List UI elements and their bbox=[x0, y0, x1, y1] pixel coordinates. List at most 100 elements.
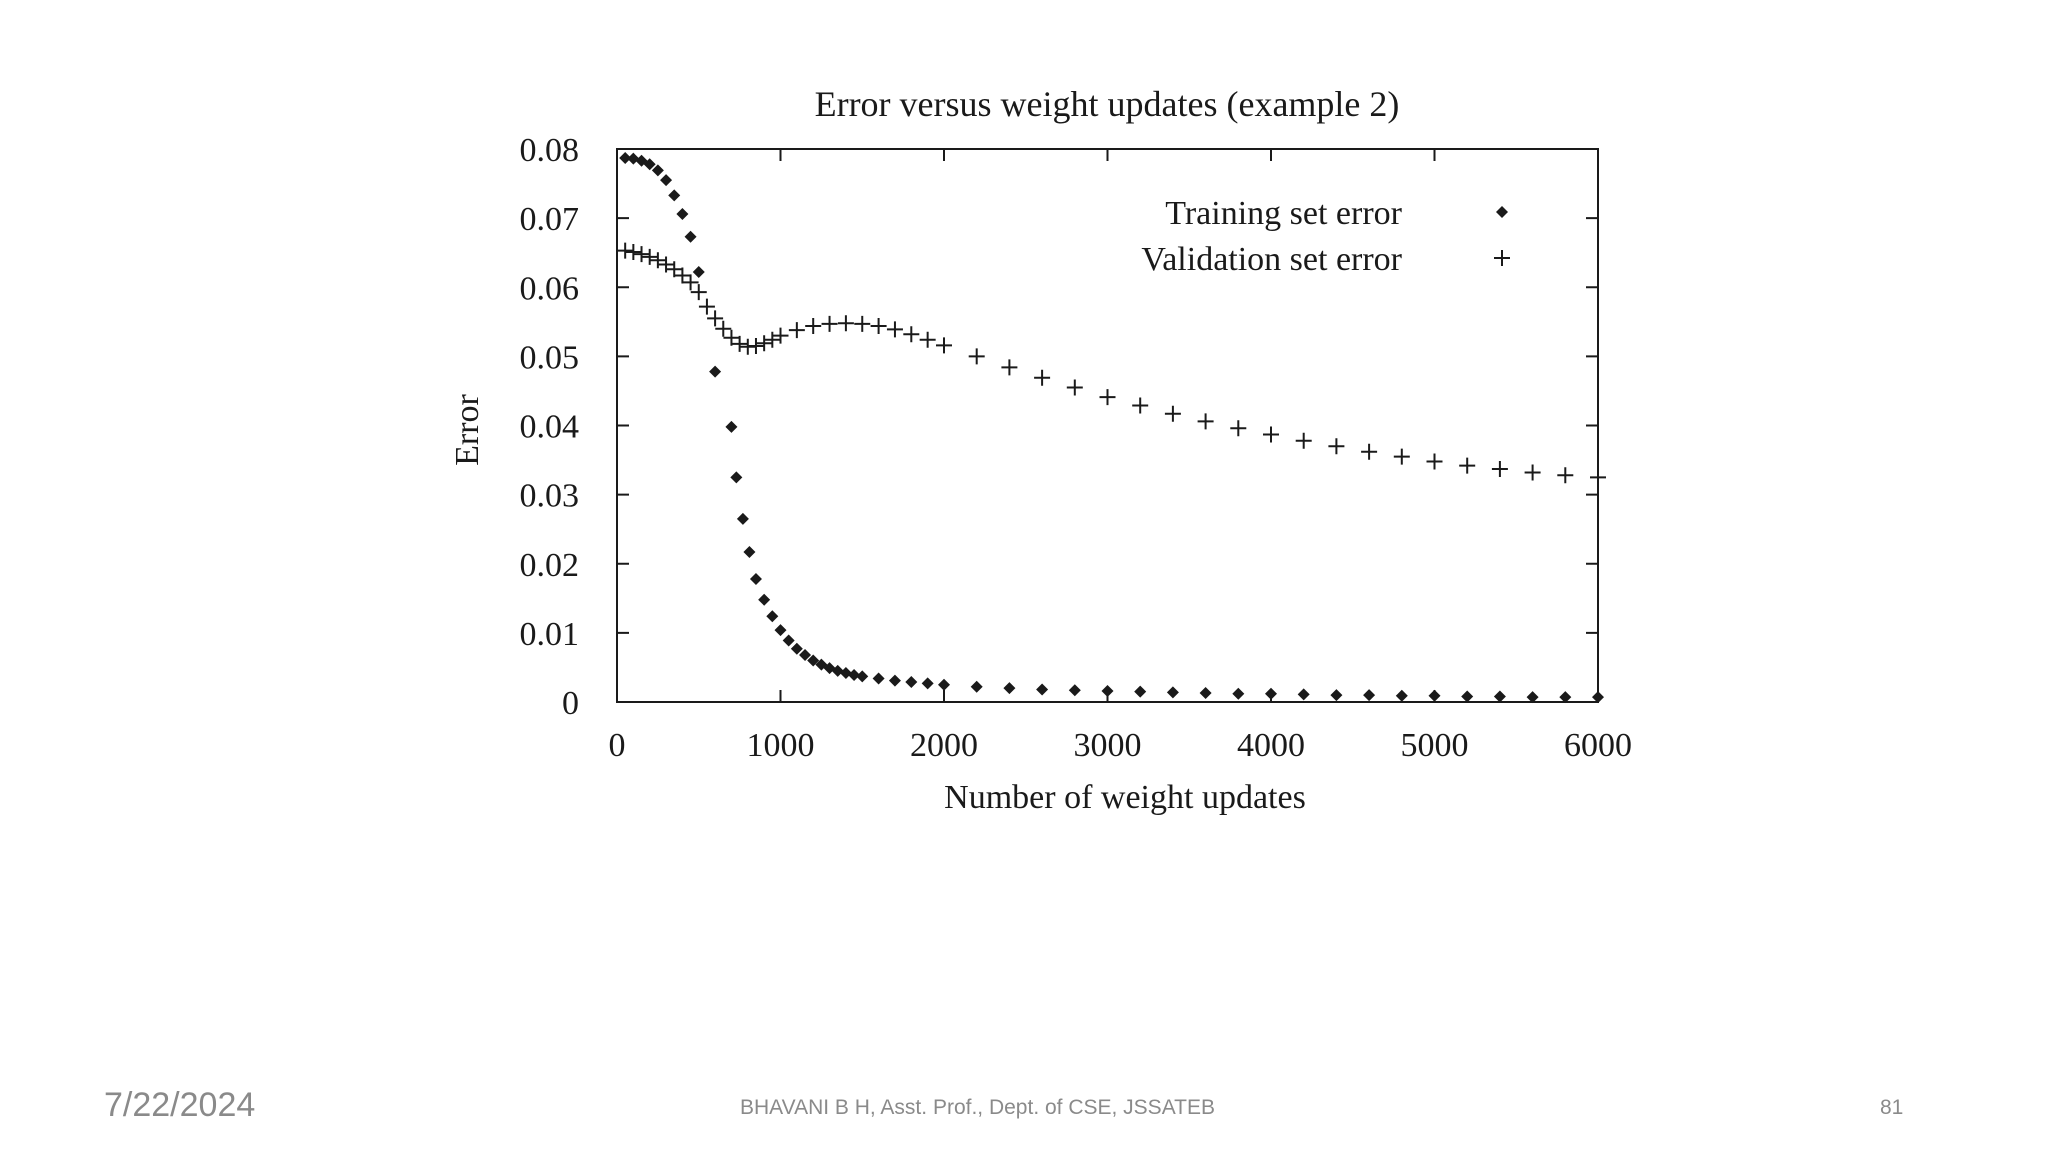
validation-error-point bbox=[715, 320, 732, 337]
training-error-point bbox=[1363, 689, 1376, 702]
training-error-point bbox=[872, 672, 885, 685]
training-error-point bbox=[627, 152, 640, 165]
training-error-point bbox=[619, 151, 632, 164]
training-error-point bbox=[905, 675, 918, 688]
validation-error-point bbox=[821, 315, 838, 332]
legend-marker-diamond bbox=[1496, 206, 1508, 218]
y-axis-label: Error bbox=[449, 393, 486, 465]
plot-frame bbox=[616, 148, 1599, 703]
validation-error-point bbox=[747, 338, 764, 355]
legend-label: Training set error bbox=[1165, 195, 1402, 232]
y-tick-label: 0 bbox=[562, 685, 579, 722]
training-error-point bbox=[888, 674, 901, 687]
validation-error-point bbox=[1328, 438, 1345, 455]
x-tick-label: 2000 bbox=[910, 727, 978, 764]
training-error-point bbox=[1297, 688, 1310, 701]
training-error-point bbox=[709, 365, 722, 378]
x-tick-label: 5000 bbox=[1401, 727, 1469, 764]
validation-error-point bbox=[788, 322, 805, 339]
x-tick-label: 1000 bbox=[747, 727, 815, 764]
validation-error-point bbox=[756, 335, 773, 352]
validation-error-point bbox=[968, 348, 985, 365]
training-error-point bbox=[1265, 687, 1277, 700]
training-error-point bbox=[1526, 691, 1539, 704]
validation-error-point bbox=[1034, 369, 1051, 386]
validation-error-point bbox=[1230, 420, 1247, 437]
training-error-point bbox=[1592, 691, 1604, 704]
chart-title: Error versus weight updates (example 2) bbox=[815, 84, 1400, 124]
training-error-point bbox=[1036, 683, 1049, 696]
validation-error-point bbox=[649, 252, 666, 269]
validation-error-point bbox=[1524, 464, 1541, 481]
validation-error-point bbox=[698, 298, 715, 315]
training-error-point bbox=[651, 164, 664, 177]
validation-error-point bbox=[1361, 443, 1378, 460]
training-error-point bbox=[1461, 690, 1474, 703]
training-error-point bbox=[684, 230, 697, 243]
training-error-point bbox=[1330, 689, 1343, 702]
y-tick-label: 0.03 bbox=[520, 478, 580, 515]
footer-page-number: 81 bbox=[1880, 1096, 1904, 1119]
x-tick-label: 0 bbox=[609, 727, 626, 764]
training-error-point bbox=[1003, 682, 1016, 695]
legend-marker-plus bbox=[1494, 250, 1510, 266]
validation-error-point bbox=[707, 310, 724, 327]
validation-error-point bbox=[764, 331, 781, 348]
validation-error-point bbox=[1557, 467, 1574, 484]
validation-error-point bbox=[1197, 413, 1214, 430]
legend: Training set error Validation set error bbox=[1141, 195, 1510, 278]
validation-error-point bbox=[625, 243, 642, 260]
training-error-point bbox=[1134, 685, 1147, 698]
validation-error-point bbox=[1099, 389, 1116, 406]
training-error-point bbox=[799, 648, 812, 661]
training-error-point bbox=[790, 642, 803, 655]
training-error-point bbox=[1068, 684, 1081, 697]
training-error-point bbox=[766, 610, 779, 623]
validation-error-point bbox=[1491, 461, 1508, 478]
training-error-point bbox=[1395, 689, 1408, 702]
training-error-point bbox=[1199, 687, 1212, 700]
y-tick-label: 0.04 bbox=[520, 409, 580, 446]
validation-error-point bbox=[658, 256, 675, 273]
validation-error-point bbox=[837, 315, 854, 332]
y-tick-label: 0.05 bbox=[520, 339, 580, 376]
validation-error-point bbox=[617, 242, 634, 259]
axes-layer: 0 1000 2000 3000 4000 5000 6000 0 0.01 0.02 0.03 0.… bbox=[520, 132, 1633, 764]
validation-error-point bbox=[1295, 432, 1312, 449]
training-error-point bbox=[856, 670, 869, 683]
training-error-point bbox=[660, 174, 673, 187]
training-error-point bbox=[1493, 690, 1506, 703]
validation-error-point bbox=[805, 317, 822, 334]
y-tick-label: 0.06 bbox=[520, 270, 580, 307]
validation-error-point bbox=[1164, 405, 1181, 422]
validation-error-point bbox=[903, 326, 920, 343]
validation-error-point bbox=[1426, 453, 1443, 470]
training-error-point bbox=[725, 420, 738, 433]
validation-error-point bbox=[1001, 359, 1018, 376]
y-tick-label: 0.01 bbox=[520, 616, 580, 653]
validation-error-point bbox=[1263, 426, 1279, 443]
validation-error-point bbox=[723, 329, 740, 346]
validation-error-point bbox=[1590, 469, 1606, 486]
training-error-point bbox=[970, 680, 983, 693]
y-tick-label: 0.02 bbox=[520, 547, 580, 584]
validation-error-point bbox=[690, 284, 707, 301]
training-error-point bbox=[807, 654, 820, 667]
training-error-point bbox=[1232, 687, 1245, 700]
training-error-point bbox=[1101, 684, 1114, 697]
training-error-point bbox=[782, 634, 795, 647]
training-error-point bbox=[831, 664, 844, 677]
footer-author: BHAVANI B H, Asst. Prof., Dept. of CSE, … bbox=[740, 1096, 1215, 1119]
validation-error-point bbox=[1393, 448, 1410, 465]
training-error-point bbox=[736, 512, 749, 525]
validation-error-point bbox=[641, 248, 658, 265]
validation-error-point bbox=[666, 261, 683, 278]
training-error-point bbox=[1428, 689, 1441, 702]
validation-error-point bbox=[854, 315, 871, 332]
x-tick-label: 4000 bbox=[1237, 727, 1305, 764]
validation-error-point bbox=[936, 337, 952, 354]
x-axis-label: Number of weight updates bbox=[944, 779, 1306, 816]
y-tick-label: 0.07 bbox=[520, 201, 580, 238]
training-error-point bbox=[774, 624, 787, 637]
